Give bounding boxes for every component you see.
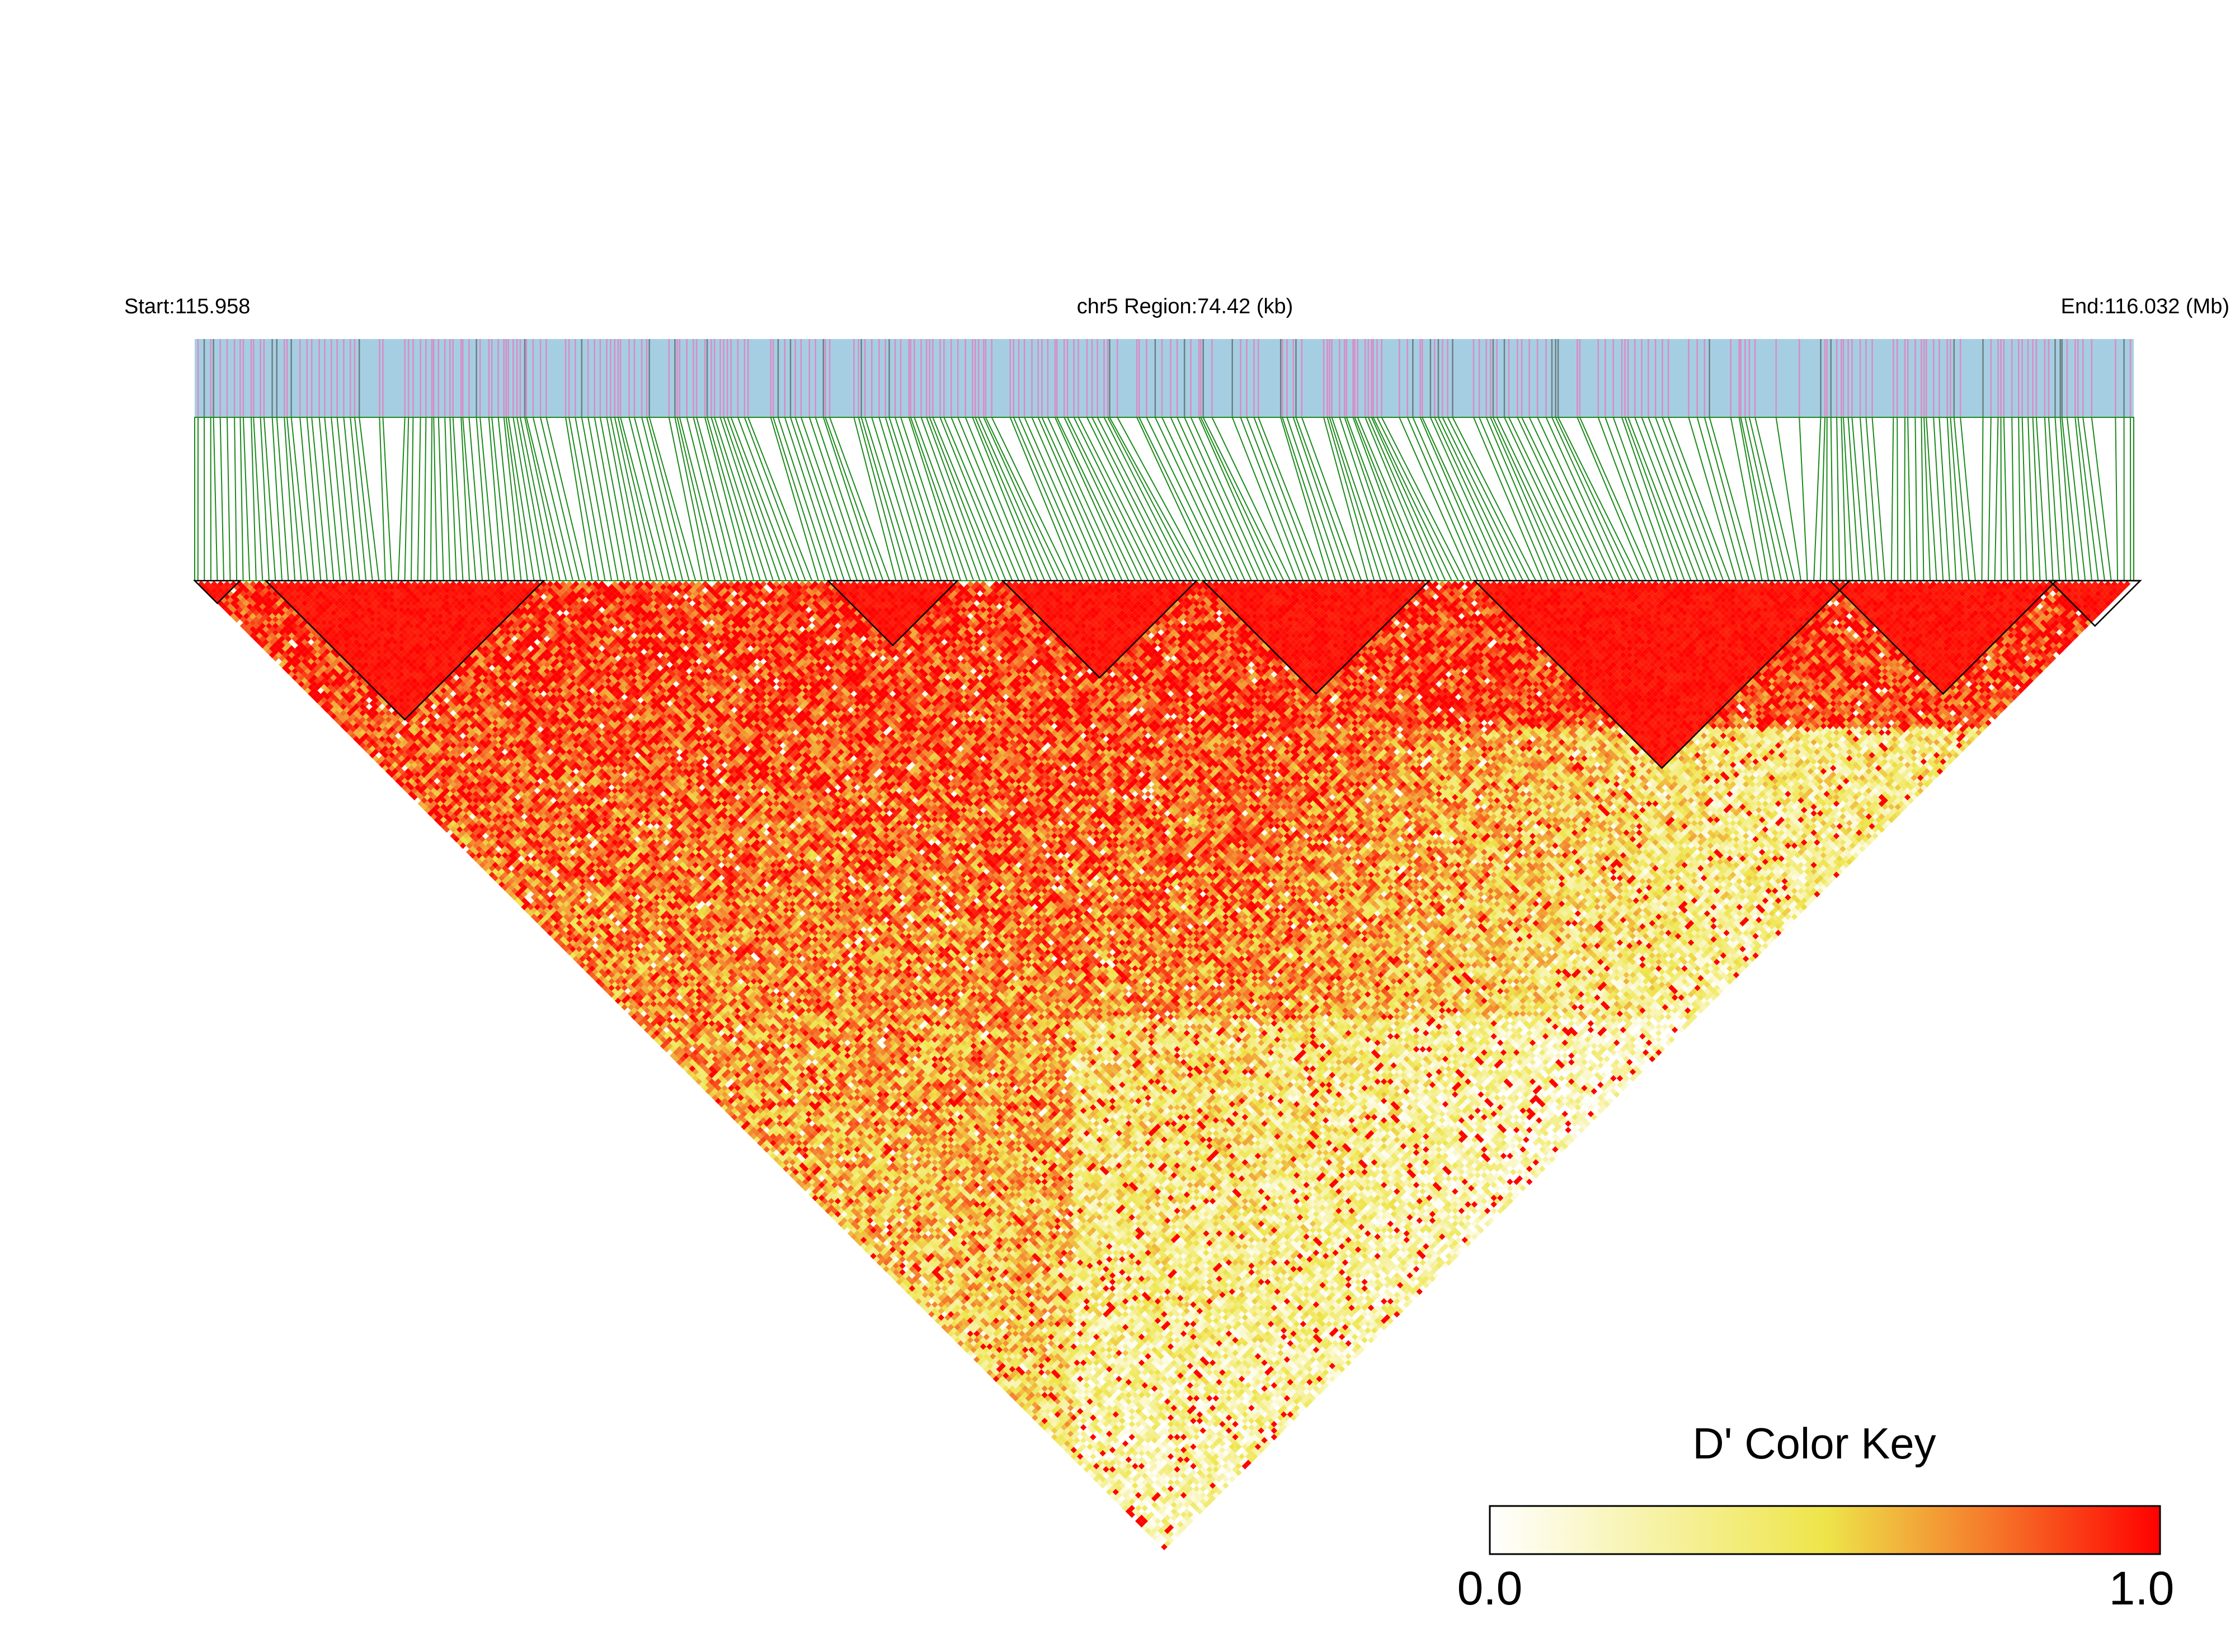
ld-heatmap-cells bbox=[198, 581, 2130, 1550]
snp-connector-line bbox=[1897, 417, 1898, 581]
snp-connector-line bbox=[2001, 417, 2002, 581]
end-label: End:116.032 (Mb) bbox=[2061, 295, 2229, 318]
snp-connector-panel bbox=[195, 417, 2134, 581]
ld-heatmap bbox=[195, 581, 2140, 1550]
connector-panel-frame bbox=[195, 417, 2134, 581]
region-label: chr5 Region:74.42 (kb) bbox=[1077, 295, 1293, 318]
snp-connector-line bbox=[1904, 417, 1905, 581]
snp-position-track bbox=[195, 339, 2134, 417]
start-label: Start:115.958 bbox=[124, 295, 250, 318]
